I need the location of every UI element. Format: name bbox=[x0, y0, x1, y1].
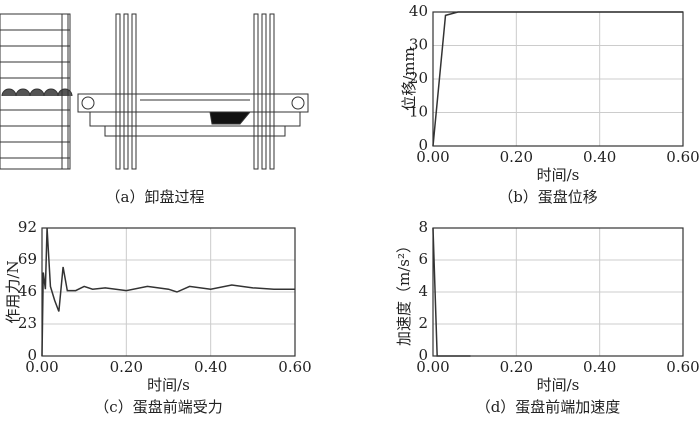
plot-frame bbox=[432, 227, 684, 357]
x-tick-label: 0.60 bbox=[666, 148, 699, 166]
x-tick-label: 0.00 bbox=[25, 358, 58, 376]
data-line bbox=[432, 11, 683, 147]
x-tick-label: 0.20 bbox=[500, 148, 533, 166]
y-axis-label: 位移/mm bbox=[400, 47, 418, 111]
y-tick-label: 46 bbox=[18, 282, 37, 300]
x-axis-label: 时间/s bbox=[537, 376, 580, 394]
x-tick-label: 0.00 bbox=[416, 358, 449, 376]
y-tick-label: 92 bbox=[18, 218, 37, 236]
y-tick-label: 20 bbox=[409, 69, 428, 87]
caption: （c）蛋盘前端受力 bbox=[94, 398, 222, 416]
data-line bbox=[432, 227, 471, 357]
y-tick-label: 69 bbox=[18, 250, 37, 268]
y-tick-label: 6 bbox=[418, 250, 428, 268]
y-tick-label: 30 bbox=[409, 36, 428, 54]
x-tick-label: 0.40 bbox=[583, 148, 616, 166]
x-tick-label: 0.40 bbox=[583, 358, 616, 376]
y-tick-label: 40 bbox=[409, 2, 428, 20]
x-axis-label: 时间/s bbox=[147, 376, 190, 394]
data-line bbox=[41, 227, 295, 357]
y-tick-label: 0 bbox=[418, 346, 428, 364]
y-tick-label: 8 bbox=[418, 218, 428, 236]
y-axis-label: 加速度（m/s²） bbox=[395, 238, 413, 346]
y-tick-label: 10 bbox=[409, 103, 428, 121]
y-tick-label: 0 bbox=[27, 346, 37, 364]
x-axis-label: 时间/s bbox=[537, 166, 580, 184]
x-tick-label: 0.60 bbox=[666, 358, 699, 376]
x-tick-label: 0.00 bbox=[416, 148, 449, 166]
drawing bbox=[0, 13, 309, 170]
caption: （a）卸盘过程 bbox=[106, 188, 205, 206]
y-tick-label: 4 bbox=[418, 282, 428, 300]
plot-frame bbox=[41, 227, 296, 357]
y-tick-label: 23 bbox=[18, 314, 37, 332]
x-tick-label: 0.60 bbox=[278, 358, 311, 376]
caption: （b）蛋盘位移 bbox=[498, 188, 598, 206]
x-tick-label: 0.20 bbox=[500, 358, 533, 376]
y-tick-label: 0 bbox=[418, 136, 428, 154]
x-tick-label: 0.20 bbox=[110, 358, 143, 376]
x-tick-label: 0.40 bbox=[194, 358, 227, 376]
y-tick-label: 2 bbox=[418, 314, 428, 332]
y-axis-label: 作用力/N bbox=[4, 260, 22, 323]
caption: （d）蛋盘前端加速度 bbox=[476, 398, 621, 416]
